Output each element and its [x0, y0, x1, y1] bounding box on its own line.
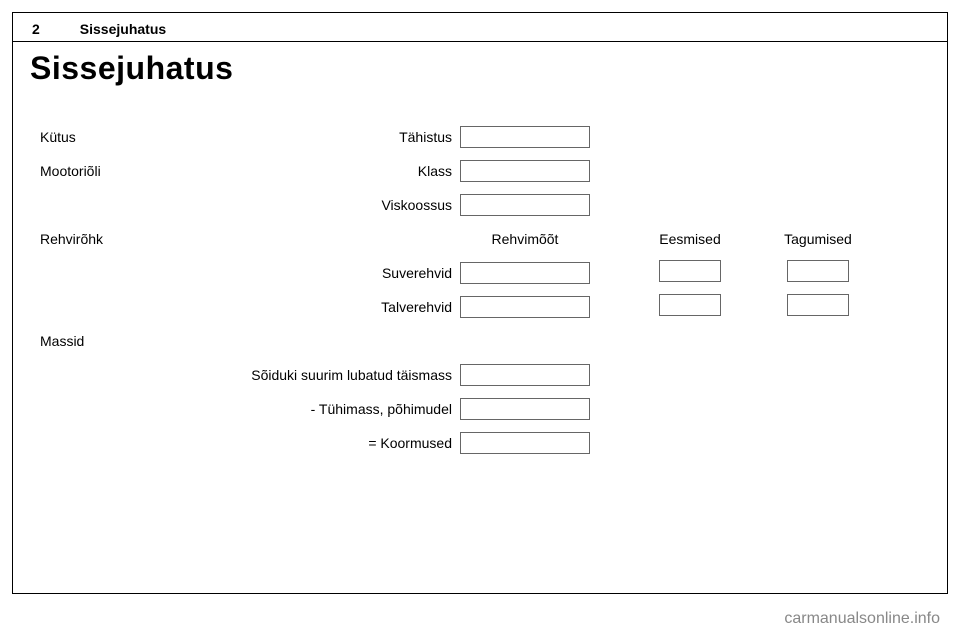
tyre-rear-header: Tagumised — [778, 231, 858, 247]
cell — [778, 260, 858, 287]
winter-front-input[interactable] — [659, 294, 721, 316]
header-title: Sissejuhatus — [80, 21, 166, 37]
mass-empty-row: - Tühimass, põhimudel — [40, 392, 920, 426]
cell — [650, 260, 730, 287]
fuel-label: Kütus — [40, 129, 200, 145]
winter-rear-input[interactable] — [787, 294, 849, 316]
designation-label: Tähistus — [200, 129, 460, 145]
watermark: carmanualsonline.info — [784, 610, 940, 628]
viscosity-label: Viskoossus — [200, 197, 460, 213]
designation-input[interactable] — [460, 126, 590, 148]
mass-loads-input[interactable] — [460, 432, 590, 454]
fuel-row: Kütus Tähistus — [40, 120, 920, 154]
mass-max-input[interactable] — [460, 364, 590, 386]
form-content: Kütus Tähistus Mootoriõli Klass Viskooss… — [40, 120, 920, 460]
mass-max-label: Sõiduki suurim lubatud täismass — [200, 367, 460, 383]
tyre-label: Rehvirõhk — [40, 231, 200, 247]
summer-label: Suverehvid — [200, 265, 460, 281]
mass-loads-label: = Koormused — [200, 435, 460, 451]
winter-size-input[interactable] — [460, 296, 590, 318]
winter-label: Talverehvid — [200, 299, 460, 315]
oil-viscosity-row: Viskoossus — [40, 188, 920, 222]
mass-loads-row: = Koormused — [40, 426, 920, 460]
mass-empty-input[interactable] — [460, 398, 590, 420]
tyre-size-header: Rehvimõõt — [460, 231, 590, 247]
oil-label: Mootoriõli — [40, 163, 200, 179]
tyre-front-header: Eesmised — [650, 231, 730, 247]
main-title: Sissejuhatus — [30, 50, 233, 87]
summer-rear-input[interactable] — [787, 260, 849, 282]
tyre-header-row: Rehvirõhk Rehvimõõt Eesmised Tagumised — [40, 222, 920, 256]
page-number: 2 — [32, 21, 40, 37]
mass-empty-label: - Tühimass, põhimudel — [200, 401, 460, 417]
class-label: Klass — [200, 163, 460, 179]
tyre-winter-row: Talverehvid — [40, 290, 920, 324]
summer-size-input[interactable] — [460, 262, 590, 284]
summer-front-input[interactable] — [659, 260, 721, 282]
oil-class-row: Mootoriõli Klass — [40, 154, 920, 188]
mass-max-row: Sõiduki suurim lubatud täismass — [40, 358, 920, 392]
mass-label: Massid — [40, 333, 200, 349]
cell — [650, 294, 730, 321]
cell — [778, 294, 858, 321]
page-header: 2 Sissejuhatus — [12, 12, 948, 42]
viscosity-input[interactable] — [460, 194, 590, 216]
tyre-summer-row: Suverehvid — [40, 256, 920, 290]
mass-label-row: Massid — [40, 324, 920, 358]
class-input[interactable] — [460, 160, 590, 182]
